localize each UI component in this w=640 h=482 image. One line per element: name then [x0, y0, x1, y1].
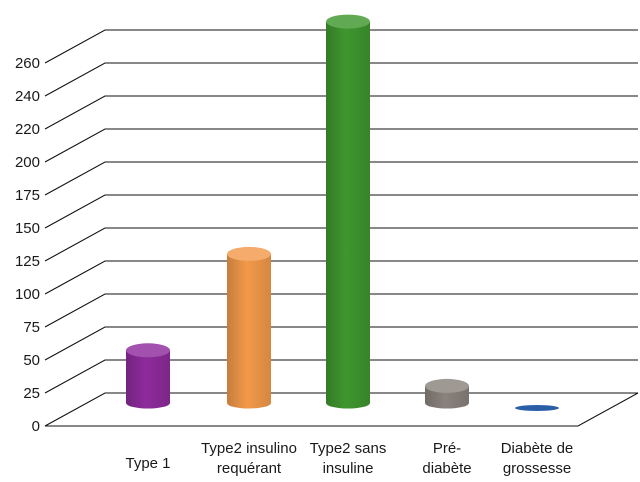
bar-layer — [126, 14, 559, 411]
gridline — [44, 62, 638, 97]
y-tick-label: 220 — [15, 121, 40, 138]
bar-top — [425, 378, 469, 393]
bar-top — [515, 405, 559, 411]
x-category-label: diabète — [422, 460, 471, 477]
y-tick-label: 100 — [15, 286, 40, 303]
gridline — [44, 293, 638, 328]
bar — [515, 405, 559, 411]
y-tick-label: 75 — [23, 319, 40, 336]
gridline — [44, 392, 639, 427]
bar-top — [126, 343, 170, 358]
bar — [326, 14, 370, 409]
bar-body — [326, 21, 370, 409]
gridline — [44, 194, 638, 229]
x-category-label: requérant — [217, 460, 282, 477]
y-tick-label: 0 — [32, 418, 40, 435]
y-tick-label: 240 — [15, 88, 40, 105]
y-tick-label: 50 — [23, 352, 40, 369]
gridline — [44, 161, 638, 196]
y-tick-label: 200 — [15, 154, 40, 171]
y-tick-label: 25 — [23, 385, 40, 402]
bar — [425, 378, 469, 409]
bar-body — [227, 253, 271, 409]
gridline — [44, 227, 638, 262]
x-category-label: Type 1 — [125, 455, 170, 472]
x-category-label: insuline — [323, 460, 374, 477]
x-category-label: grossesse — [503, 460, 571, 477]
gridline — [44, 260, 638, 295]
x-axis-labels: Type 1 Type2 insulino requérant Type2 sans i… — [125, 440, 573, 477]
y-tick-label: 260 — [15, 55, 40, 72]
gridline — [44, 128, 638, 163]
gridline — [44, 326, 638, 361]
gridline — [44, 29, 638, 64]
x-category-label: Diabète de — [501, 440, 574, 457]
bar — [227, 246, 271, 409]
gridline — [44, 359, 638, 394]
bar-top — [227, 246, 271, 261]
bar-body — [126, 350, 170, 409]
grid-layer — [44, 29, 639, 427]
x-category-label: Pré- — [433, 440, 461, 457]
gridline — [44, 95, 638, 130]
bar-top — [326, 14, 370, 29]
y-tick-label: 125 — [15, 253, 40, 270]
y-tick-label: 175 — [15, 187, 40, 204]
bar — [126, 343, 170, 409]
y-axis-ticks: 0 25 50 75 100 125 150 175 200 220 240 260 — [15, 55, 40, 435]
x-category-label: Type2 insulino — [201, 440, 297, 457]
x-category-label: Type2 sans — [310, 440, 387, 457]
y-tick-label: 150 — [15, 220, 40, 237]
